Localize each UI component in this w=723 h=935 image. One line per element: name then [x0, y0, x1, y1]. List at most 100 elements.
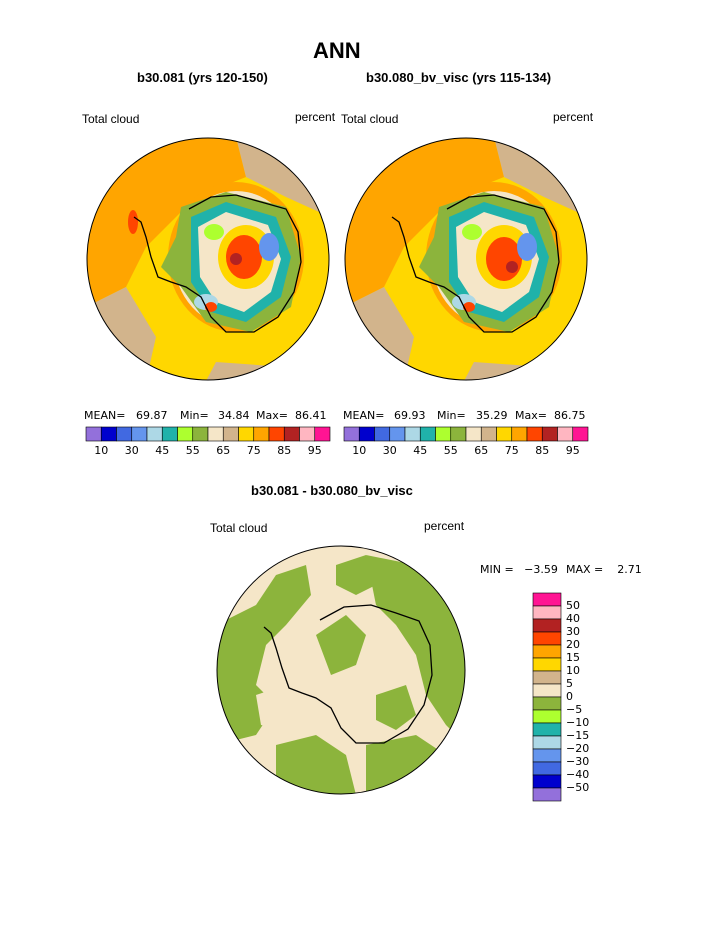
colorbar-diff-swatch	[532, 644, 562, 659]
panel2-mean-value: 69.93	[394, 409, 426, 422]
colorbar-top-right-swatch	[511, 426, 528, 442]
colorbar-top-left-tick-label: 65	[216, 444, 231, 457]
colorbar-top-right-tick-label: 45	[413, 444, 428, 457]
colorbar-top-left-swatch	[222, 426, 239, 442]
colorbar-diff-swatch	[532, 722, 562, 737]
colorbar-top-right-swatch	[541, 426, 558, 442]
colorbar-top-left-swatch	[283, 426, 300, 442]
colorbar-diff	[532, 592, 562, 802]
colorbar-diff-swatch	[532, 618, 562, 633]
colorbar-diff-tick-label: 20	[566, 638, 580, 651]
panel2-min-value: 35.29	[476, 409, 508, 422]
colorbar-top-left-tick-label: 85	[277, 444, 292, 457]
colorbar-diff-swatch	[532, 709, 562, 724]
colorbar-top-left-swatch	[161, 426, 178, 442]
colorbar-top-left-swatch	[100, 426, 117, 442]
panel2-map	[344, 137, 588, 381]
colorbar-top-left-swatch	[238, 426, 255, 442]
colorbar-diff-tick-label: −20	[566, 742, 590, 755]
colorbar-diff-swatch	[532, 605, 562, 620]
colorbar-top-right-swatch	[343, 426, 360, 442]
colorbar-top-left-swatch	[268, 426, 285, 442]
colorbar-top-right-tick-label: 30	[382, 444, 397, 457]
colorbar-diff-swatch	[532, 774, 562, 789]
colorbar-top-right-swatch	[480, 426, 497, 442]
colorbar-top-left-tick-label: 30	[124, 444, 139, 457]
diff-right-label: percent	[424, 519, 465, 533]
colorbar-top-right-ticks: 10 30 45 55 65 75 85 95	[344, 444, 588, 458]
panel2-max-value: 86.75	[554, 409, 586, 422]
colorbar-top-right-swatch	[419, 426, 436, 442]
panel2-mean-label: MEAN=	[343, 409, 385, 422]
colorbar-top-right-tick-label: 95	[565, 444, 580, 457]
colorbar-diff-tick-label: 10	[566, 664, 580, 677]
colorbar-top-right-tick-label: 85	[535, 444, 550, 457]
colorbar-top-left-swatch	[253, 426, 270, 442]
panel1-mean-value: 69.87	[136, 409, 168, 422]
colorbar-top-left-ticks: 10 30 45 55 65 75 85 95	[86, 444, 330, 458]
colorbar-top-right-swatch	[374, 426, 391, 442]
colorbar-diff-swatch	[532, 787, 562, 802]
colorbar-top-right-swatch	[435, 426, 452, 442]
colorbar-diff-tick-label: 40	[566, 612, 580, 625]
colorbar-top-right-tick-label: 55	[443, 444, 458, 457]
colorbar-diff-swatch	[532, 696, 562, 711]
colorbar-top-left-tick-label: 75	[246, 444, 261, 457]
panel1-left-label: Total cloud	[82, 112, 140, 126]
colorbar-top-right-swatch	[465, 426, 482, 442]
colorbar-top-left-tick-label: 10	[94, 444, 109, 457]
colorbar-top-right-swatch	[358, 426, 375, 442]
panel2-subtitle: b30.080_bv_visc (yrs 115-134)	[366, 70, 552, 85]
colorbar-diff-swatch	[532, 735, 562, 750]
colorbar-diff-tick-label: 30	[566, 625, 580, 638]
colorbar-diff-swatch	[532, 748, 562, 763]
diff-min-text: MIN = −3.59	[480, 563, 558, 576]
colorbar-top-left	[85, 426, 331, 442]
colorbar-top-left-tick-label: 95	[307, 444, 322, 457]
colorbar-diff-ticks: 50 40 30 20 15 10 5 0 −5 −10 −15 −20 −30 −40 −50	[566, 593, 606, 801]
panel1-min-label: Min=	[180, 409, 209, 422]
colorbar-diff-swatch	[532, 592, 562, 607]
colorbar-diff-tick-label: −10	[566, 716, 590, 729]
colorbar-top-right-swatch	[450, 426, 467, 442]
colorbar-diff-tick-label: −50	[566, 781, 590, 794]
colorbar-top-right-swatch	[404, 426, 421, 442]
colorbar-top-left-swatch	[314, 426, 331, 442]
colorbar-top-right-swatch	[496, 426, 513, 442]
colorbar-diff-tick-label: 50	[566, 599, 580, 612]
colorbar-diff-tick-label: −15	[566, 729, 590, 742]
colorbar-top-right-swatch	[557, 426, 574, 442]
colorbar-diff-swatch	[532, 631, 562, 646]
colorbar-top-right-swatch	[389, 426, 406, 442]
panel1-map	[86, 137, 330, 381]
colorbar-top-left-swatch	[177, 426, 194, 442]
page-title: ANN	[313, 38, 361, 63]
colorbar-diff-swatch	[532, 670, 562, 685]
colorbar-diff-swatch	[532, 761, 562, 776]
colorbar-top-left-swatch	[116, 426, 133, 442]
panel1-max-value: 86.41	[295, 409, 327, 422]
colorbar-top-left-tick-label: 45	[155, 444, 170, 457]
colorbar-top-right-tick-label: 65	[474, 444, 489, 457]
colorbar-top-left-swatch	[299, 426, 316, 442]
colorbar-top-right-swatch	[526, 426, 543, 442]
colorbar-diff-swatch	[532, 683, 562, 698]
colorbar-top-left-swatch	[85, 426, 102, 442]
panel2-right-label: percent	[553, 110, 594, 124]
panel2-left-label: Total cloud	[341, 112, 399, 126]
panel1-mean-label: MEAN=	[84, 409, 126, 422]
panel2-max-label: Max=	[515, 409, 547, 422]
colorbar-top-left-tick-label: 55	[185, 444, 200, 457]
colorbar-diff-tick-label: −30	[566, 755, 590, 768]
colorbar-top-left-swatch	[192, 426, 209, 442]
colorbar-diff-tick-label: 0	[566, 690, 573, 703]
diff-max-text: MAX = 2.71	[566, 563, 642, 576]
diff-subtitle: b30.081 - b30.080_bv_visc	[251, 483, 413, 498]
diff-map	[216, 545, 466, 795]
colorbar-diff-swatch	[532, 657, 562, 672]
colorbar-diff-tick-label: 15	[566, 651, 580, 664]
panel1-right-label: percent	[295, 110, 336, 124]
colorbar-diff-tick-label: −40	[566, 768, 590, 781]
colorbar-top-right	[343, 426, 589, 442]
colorbar-top-right-tick-label: 10	[352, 444, 367, 457]
